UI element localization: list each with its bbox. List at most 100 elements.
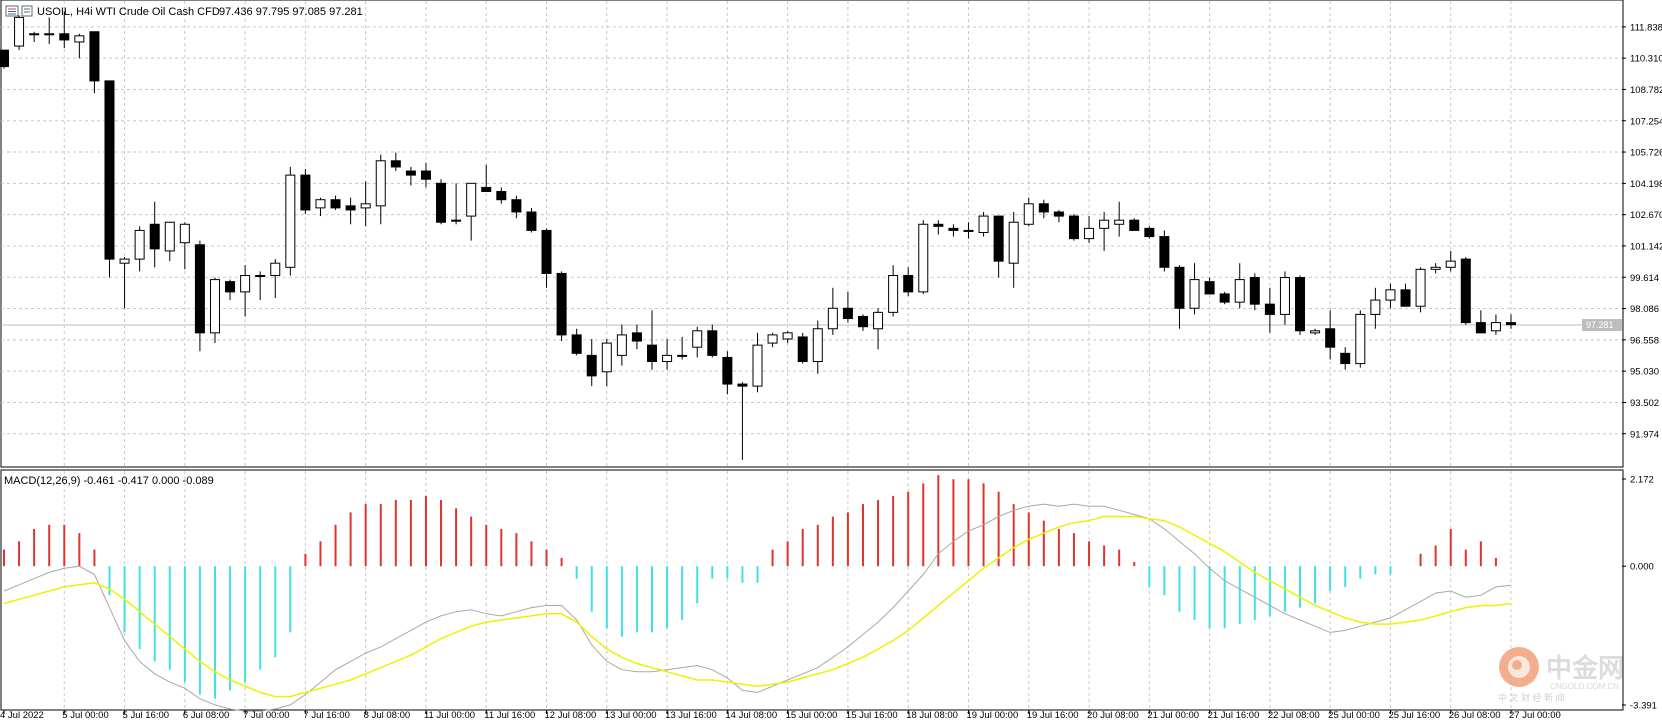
time-tick-label: 25 Jul 00:00 xyxy=(1328,710,1380,721)
chart-menu-icon[interactable] xyxy=(5,5,19,17)
last-price-label: 97.281 xyxy=(1586,320,1614,330)
candle-body xyxy=(1174,266,1185,309)
candle-body xyxy=(74,35,85,43)
candle-body xyxy=(1430,266,1441,270)
price-tick-label: 105.726 xyxy=(1630,148,1662,159)
candle xyxy=(1204,277,1215,295)
time-tick-label: 25 Jul 16:00 xyxy=(1388,710,1440,721)
candle xyxy=(1310,328,1321,335)
candle xyxy=(1385,283,1396,309)
candle-body xyxy=(827,307,838,330)
candle-body xyxy=(1038,203,1049,213)
candle-body xyxy=(1219,293,1230,303)
candle xyxy=(1159,230,1170,272)
candle-body xyxy=(209,279,220,334)
candle xyxy=(119,257,130,309)
candle xyxy=(59,11,70,49)
candle xyxy=(767,332,778,348)
candle xyxy=(1144,226,1155,239)
price-axis: 111.838 110.310 108.782 107.254 105.726 104.1… xyxy=(1622,22,1662,440)
candle xyxy=(481,164,492,193)
time-tick-label: 12 Jul 08:00 xyxy=(545,710,597,721)
candle-body xyxy=(44,33,55,36)
candle xyxy=(1325,310,1336,360)
candle xyxy=(1174,265,1185,329)
candle-body xyxy=(104,80,115,260)
symbol-title: USOIL, H4i WTI Crude Oil Cash CFD xyxy=(37,6,220,18)
candle xyxy=(345,197,356,225)
candle-body xyxy=(692,330,703,348)
price-tick-label: 102.670 xyxy=(1630,210,1662,221)
candle-body xyxy=(1144,227,1155,238)
candle xyxy=(1068,214,1079,241)
time-tick-label: 5 Jul 16:00 xyxy=(123,710,169,721)
candle-body xyxy=(481,186,492,193)
price-tick-label: 95.030 xyxy=(1630,367,1659,378)
candle-body xyxy=(1053,211,1064,217)
candle-body xyxy=(59,33,70,41)
candle-body xyxy=(1279,277,1290,315)
candle xyxy=(797,332,808,364)
candle-body xyxy=(1129,219,1140,231)
candle-body xyxy=(631,332,642,342)
candle-body xyxy=(240,274,251,293)
candle xyxy=(571,328,582,356)
candle xyxy=(812,320,823,374)
candle-body xyxy=(1385,289,1396,301)
candle-body xyxy=(1340,352,1351,365)
candle-body xyxy=(1204,281,1215,295)
candle-body xyxy=(1490,322,1501,332)
candle xyxy=(1279,271,1290,325)
macd-tick-label: -3.391 xyxy=(1630,701,1657,712)
price-tick-label: 107.254 xyxy=(1630,116,1662,127)
candle-body xyxy=(918,223,929,293)
candle xyxy=(692,326,703,358)
candle xyxy=(1460,257,1471,325)
price-pane-frame xyxy=(0,0,1624,468)
grid-lines xyxy=(1,1,1622,709)
candle xyxy=(963,222,974,239)
candle xyxy=(0,49,9,69)
candle-body xyxy=(993,215,1004,262)
candle-body xyxy=(903,274,914,293)
candle xyxy=(1234,263,1245,309)
candle xyxy=(420,162,431,188)
candle-body xyxy=(1023,203,1034,225)
time-tick-label: 21 Jul 16:00 xyxy=(1208,710,1260,721)
candle xyxy=(541,228,552,288)
time-tick-label: 4 Jul 2022 xyxy=(0,710,44,721)
candle-body xyxy=(571,334,582,354)
candle-body xyxy=(1189,279,1200,309)
candle xyxy=(722,351,733,395)
candle-body xyxy=(360,203,371,209)
symbol-properties-icon[interactable] xyxy=(21,5,33,17)
candle-body xyxy=(677,354,688,357)
price-tick-label: 91.974 xyxy=(1630,429,1659,440)
time-tick-label: 6 Jul 08:00 xyxy=(183,710,229,721)
candle xyxy=(556,271,567,342)
candle-body xyxy=(149,223,160,250)
candle-body xyxy=(978,215,989,233)
candle-body xyxy=(300,174,311,211)
time-tick-label: 15 Jul 16:00 xyxy=(846,710,898,721)
candle-body xyxy=(179,223,190,244)
candle xyxy=(1008,211,1019,288)
candle-body xyxy=(601,342,612,373)
candle-body xyxy=(1234,279,1245,303)
candle xyxy=(948,224,959,237)
candle xyxy=(1340,347,1351,370)
candle xyxy=(782,330,793,344)
macd-indicator xyxy=(3,475,1512,712)
candle xyxy=(1053,209,1064,223)
candle xyxy=(842,291,853,323)
candle xyxy=(29,31,40,42)
candle-body xyxy=(1099,219,1110,229)
candle-body xyxy=(662,354,673,363)
candle xyxy=(616,324,627,366)
candle xyxy=(496,187,507,204)
candle xyxy=(707,324,718,358)
ohlc-readout: 97.436 97.795 97.085 97.281 xyxy=(219,6,363,18)
candle xyxy=(225,279,236,301)
